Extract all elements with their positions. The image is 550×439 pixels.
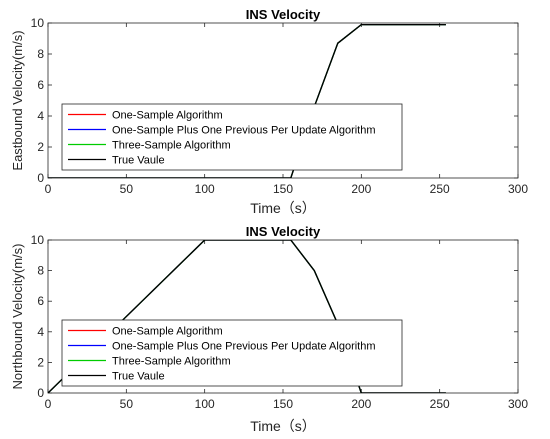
chart2-legend-label-4: True Vaule: [112, 371, 165, 383]
chart1-legend-label-3: Three-Sample Algorithm: [112, 140, 231, 152]
chart1-y-tick-label: 4: [37, 109, 44, 123]
chart2-legend-box: [61, 319, 403, 387]
chart1-x-tick-label: 150: [273, 182, 293, 196]
chart1-legend-box: [61, 103, 403, 171]
chart2-title: INS Velocity: [246, 224, 321, 239]
chart2-x-tick-label: 0: [45, 397, 52, 411]
chart1-y-axis-label: Eastbound Velocity(m/s): [10, 30, 25, 170]
chart1-legend-label-2: One-Sample Plus One Previous Per Update …: [112, 125, 376, 137]
chart2-x-tick-label: 150: [273, 397, 293, 411]
chart1-series-line-4: [48, 23, 446, 178]
chart1-legend: One-Sample Algorithm One-Sample Plus One …: [61, 103, 403, 171]
chart2-x-tick-label: 300: [508, 397, 528, 411]
chart2-y-axis-label: Northbound Velocity(m/s): [10, 244, 25, 390]
chart2-y-tick-label: 0: [37, 386, 44, 400]
chart1-y-tick-label: 8: [37, 47, 44, 61]
chart1-x-tick-label: 50: [120, 182, 134, 196]
chart2-y-tick-label: 2: [37, 355, 44, 369]
chart1-y-tick-label: 0: [37, 171, 44, 185]
chart1-legend-label-4: True Vaule: [112, 155, 165, 167]
chart2-x-tick-label: 100: [195, 397, 215, 411]
chart2-y-tick-label: 4: [37, 325, 44, 339]
chart2-y-tick-label: 10: [31, 233, 45, 247]
chart2-series-line-4: [48, 240, 446, 393]
chart1-title: INS Velocity: [246, 7, 321, 22]
chart1-y-tick-label: 6: [37, 78, 44, 92]
chart2-y-tick-label: 8: [37, 264, 44, 278]
chart2-x-axis-label: Time（s）: [250, 418, 316, 434]
chart1-x-tick-label: 250: [430, 182, 450, 196]
chart2-legend: One-Sample Algorithm One-Sample Plus One …: [61, 319, 403, 387]
chart2-y-tick-label: 6: [37, 294, 44, 308]
chart1-x-tick-label: 300: [508, 182, 528, 196]
chart1-legend-label-1: One-Sample Algorithm: [112, 110, 223, 122]
chart1-x-axis-label: Time（s）: [250, 200, 316, 216]
chart1-x-tick-label: 200: [351, 182, 371, 196]
chart1-x-tick-label: 0: [45, 182, 52, 196]
chart1-y-tick-label: 2: [37, 140, 44, 154]
chart2-legend-label-2: One-Sample Plus One Previous Per Update …: [112, 341, 376, 353]
chart2-legend-label-3: Three-Sample Algorithm: [112, 356, 231, 368]
chart2-group: 0 50 100 150 200 250 300 0 2 4 6 8 10 INS Velocity Tim…: [10, 224, 528, 434]
chart1-x-tick-label: 100: [195, 182, 215, 196]
chart1-y-tick-label: 10: [31, 16, 45, 30]
chart2-x-tick-label: 200: [351, 397, 371, 411]
chart2-x-tick-label: 250: [430, 397, 450, 411]
chart2-legend-label-1: One-Sample Algorithm: [112, 326, 223, 338]
chart1-group: 0 50 100 150 200 250 300 0 2 4 6 8 10 INS Velocity Tim…: [10, 7, 528, 216]
chart2-x-tick-label: 50: [120, 397, 134, 411]
